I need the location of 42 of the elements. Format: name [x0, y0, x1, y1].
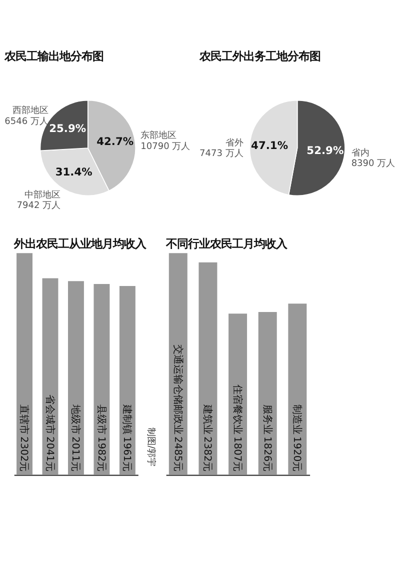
data-label: 1826元: [261, 436, 272, 472]
slice-label: 省外 7473 万人: [200, 138, 244, 160]
slice-label: 中部地区 7942 万人: [16, 189, 61, 211]
x-tick-label: 交通运输仓储邮政业: [172, 344, 184, 434]
bar: [119, 286, 136, 475]
chart-title: 外出农民工从业地月均收入: [12, 236, 147, 250]
chart-title: 不同行业农民工月均收入: [164, 236, 288, 250]
chart-title: 农民工外出务工地分布图: [198, 49, 320, 64]
data-label: 1920元: [291, 436, 302, 472]
data-label: 2485元: [172, 436, 183, 472]
bar: [198, 262, 218, 475]
text: 制图/郭宇: [146, 428, 157, 467]
x-tick-label: 省会城市: [44, 394, 56, 434]
x-tick-label: 服务业: [261, 404, 274, 434]
x-tick-label: 直辖市: [18, 404, 30, 434]
data-label: 47.1%: [251, 138, 288, 152]
x-tick-label: 县级市: [95, 404, 108, 434]
x-tick-label: 地级市: [70, 404, 82, 434]
data-label: 42.7%: [96, 134, 134, 148]
x-tick-label: 住宿餐饮业: [231, 384, 244, 434]
data-label: 1982元: [95, 436, 106, 472]
data-label: 2011元: [70, 436, 81, 472]
data-label: 1961元: [121, 436, 132, 472]
data-label: 31.4%: [55, 165, 93, 178]
bar: [16, 253, 32, 475]
chart-title: 农民工输出地分布图: [4, 49, 104, 64]
data-label: 2041元: [44, 436, 55, 472]
x-tick-label: 制造业: [291, 404, 304, 434]
x-tick-label: 建制镇: [121, 404, 134, 434]
bar: [258, 312, 277, 475]
bar: [68, 281, 84, 475]
slice-label: 西部地区 6546 万人: [4, 105, 48, 127]
x-tick-label: 建筑业: [202, 404, 214, 434]
slice-label: 省内 8390 万人: [351, 147, 396, 170]
data-label: 52.9%: [306, 144, 344, 157]
data-label: 2382元: [202, 436, 213, 472]
bar: [94, 284, 110, 475]
slice-label: 东部地区 10790 万人: [140, 130, 190, 152]
data-label: 25.9%: [49, 122, 86, 136]
data-label: 1807元: [231, 436, 242, 472]
bar: [288, 304, 307, 475]
data-label: 2302元: [18, 436, 30, 472]
